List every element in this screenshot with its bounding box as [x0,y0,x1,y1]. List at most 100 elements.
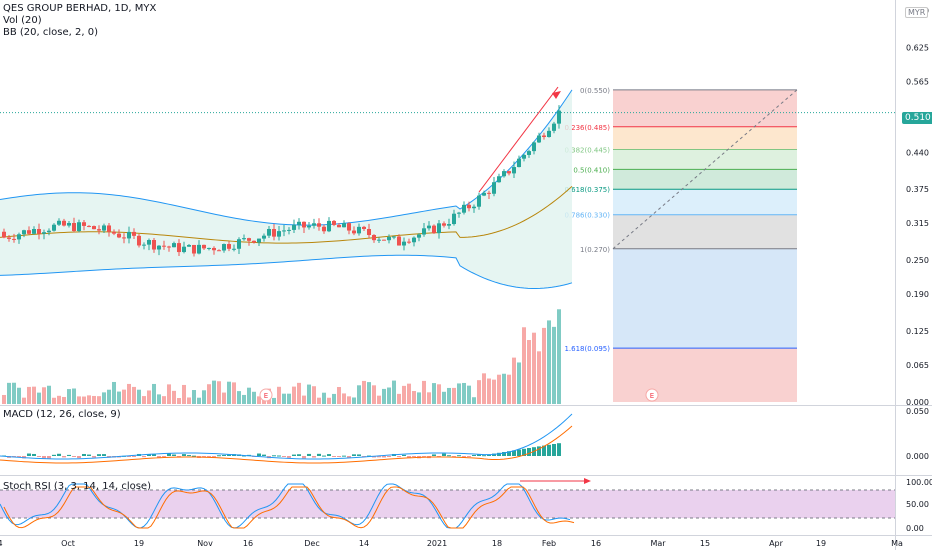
volume-bar [277,386,281,404]
bollinger-legend[interactable]: BB (20, close, 2, 0) [3,27,98,38]
candle-body [102,225,106,231]
macd-histogram-bar [332,456,336,457]
macd-histogram-bar [382,456,386,458]
macd-line [0,413,573,460]
volume-bar [52,397,56,404]
candle-body [7,237,11,239]
macd-histogram-bar [297,454,301,456]
candle-body [372,235,376,241]
volume-bar [497,374,501,404]
volume-bar [182,384,186,404]
time-axis-tick: 15 [700,539,710,548]
macd-histogram-bar [357,454,361,456]
candle-body [392,236,396,238]
macd-histogram-bar [322,455,326,457]
macd-histogram-bar [312,456,316,458]
candle-body [172,243,176,248]
volume-bar [307,384,311,404]
macd-histogram-bar [77,456,81,459]
volume-bar [467,385,471,404]
candle-body [557,110,561,124]
symbol-legend[interactable]: QES GROUP BERHAD, 1D, MYX [3,3,157,14]
candle-body [382,239,386,241]
candle-body [462,204,466,213]
candle-body [232,248,236,250]
candle-body [92,226,96,230]
volume-bar [472,397,476,404]
volume-bar [247,387,251,404]
volume-bar [187,397,191,404]
macd-signal-line [0,425,573,464]
volume-bar [352,397,356,404]
macd-histogram-bar [517,449,521,456]
currency-badge[interactable]: MYR [905,7,929,18]
volume-bar [342,393,346,404]
macd-histogram-bar [487,454,491,456]
volume-bar [532,332,536,404]
candle-body [112,231,116,234]
volume-bar [32,386,36,404]
macd-histogram-bar [127,456,131,457]
volume-bar [407,383,411,404]
candle-body [242,238,246,240]
candle-body [262,235,266,239]
candle-body [492,182,496,194]
candle-body [227,244,231,249]
volume-legend[interactable]: Vol (20) [3,15,42,26]
volume-bar [127,383,131,404]
candle-body [432,225,436,234]
candle-body [367,228,371,236]
volume-bar [297,382,301,404]
candle-body [502,171,506,177]
bollinger-band-fill [0,89,572,289]
time-axis-tick: Nov [197,539,213,548]
volume-bar [217,381,221,404]
macd-histogram-bar [402,454,406,456]
time-axis-tick: 16 [591,539,601,548]
candle-body [212,247,216,251]
macd-histogram-bar [47,456,51,459]
macd-histogram-bar [447,455,451,457]
time-axis-tick: Dec [304,539,319,548]
macd-histogram-bar [97,454,101,456]
macd-histogram-bar [142,456,146,458]
fib-zone [613,189,797,215]
bollinger-lower-line [0,254,573,289]
stoch-rsi-legend[interactable]: Stoch RSI (3, 3, 14, 14, close) [3,481,151,492]
macd-histogram-bar [507,451,511,456]
candle-body [362,226,366,229]
time-axis-tick: 18 [492,539,502,548]
macd-histogram-bar [407,456,411,459]
candle-body [277,231,281,237]
volume-bar [537,351,541,404]
volume-bar [157,394,161,404]
macd-histogram-bar [102,454,106,456]
macd-histogram-bar [522,448,526,456]
volume-bar [47,385,51,404]
macd-histogram-bar [347,456,351,459]
macd-histogram-bar [57,453,61,456]
macd-histogram-bar [397,456,401,458]
macd-histogram-bar [352,454,356,456]
macd-histogram-bar [302,456,306,459]
volume-bar [27,386,31,404]
macd-histogram-bar [132,456,136,457]
volume-bar [412,391,416,404]
stoch-arrow-head [584,478,591,484]
candle-body [2,231,6,238]
volume-bar [227,381,231,404]
macd-histogram-bar [172,454,176,456]
macd-histogram-bar [557,443,561,456]
macd-histogram-bar [242,455,246,457]
volume-bar [457,383,461,404]
macd-histogram-bar [432,454,436,456]
candle-body [532,142,536,152]
macd-histogram-bar [307,453,311,456]
macd-legend[interactable]: MACD (12, 26, close, 9) [3,409,121,420]
volume-bar [77,396,81,404]
volume-bar [322,392,326,404]
macd-histogram-bar [17,456,21,458]
macd-histogram-bar [377,456,381,458]
